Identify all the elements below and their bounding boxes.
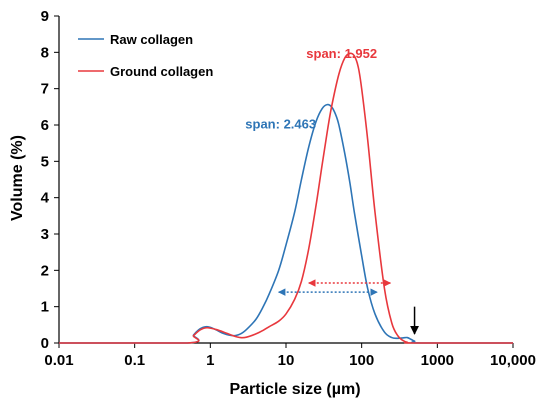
ground-span-label: span: 1.952 — [306, 46, 377, 61]
y-tick-label: 8 — [41, 44, 49, 61]
y-tick-label: 2 — [41, 262, 49, 279]
y-tick-label: 3 — [41, 226, 49, 243]
legend-label-raw: Raw collagen — [110, 32, 193, 47]
x-axis-ticks: 0.01 0.1 1 10 100 1000 10,000 — [44, 343, 536, 369]
y-tick-label: 6 — [41, 117, 49, 134]
raw-span-label: span: 2.463 — [245, 117, 316, 132]
y-tick-label: 9 — [41, 8, 49, 25]
y-axis-title: Volume (%) — [9, 135, 26, 221]
x-tick-label: 1000 — [421, 352, 454, 369]
annotation-layer: span: 2.463 span: 1.952 — [245, 46, 420, 335]
x-axis-title: Particle size (µm) — [229, 381, 360, 398]
y-tick-label: 4 — [41, 190, 50, 207]
series-raw-collagen-line — [59, 103, 513, 344]
x-tick-label: 10 — [278, 352, 295, 369]
x-tick-label: 0.1 — [124, 352, 145, 369]
y-axis-ticks: 0 1 2 3 4 5 6 7 8 9 — [41, 8, 59, 352]
y-tick-label: 5 — [41, 153, 49, 170]
y-tick-label: 7 — [41, 81, 49, 98]
legend-label-ground: Ground collagen — [110, 64, 213, 79]
legend: Raw collagen Ground collagen — [78, 32, 213, 79]
series-layer — [59, 52, 513, 344]
x-tick-label: 1 — [206, 352, 214, 369]
y-tick-label: 1 — [41, 299, 49, 316]
series-ground-collagen-line — [59, 52, 513, 344]
x-tick-label: 10,000 — [490, 352, 536, 369]
y-tick-label: 0 — [41, 335, 49, 352]
x-tick-label: 100 — [349, 352, 374, 369]
x-tick-label: 0.01 — [44, 352, 73, 369]
